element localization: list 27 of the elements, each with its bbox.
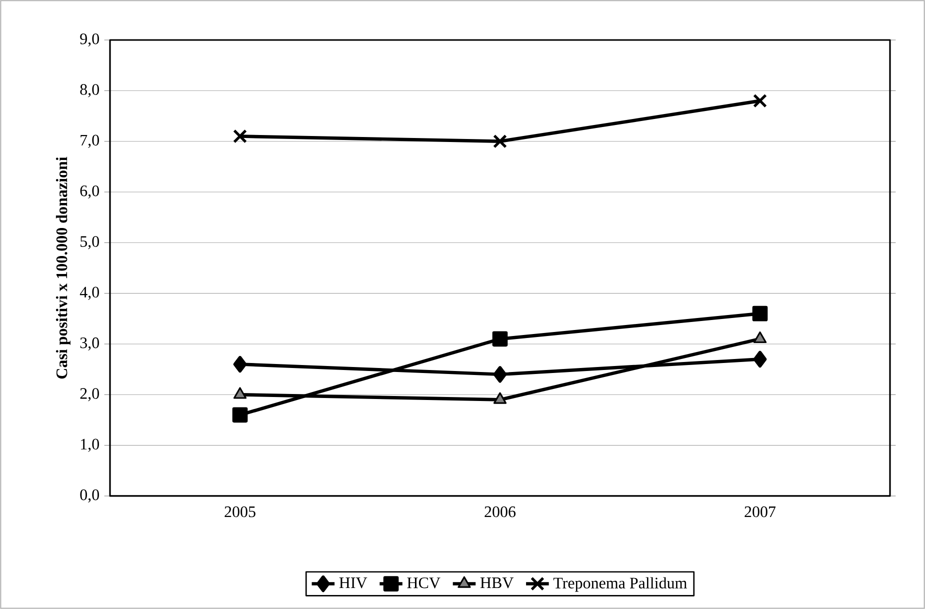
y-tick-label: 9,0 bbox=[80, 33, 99, 47]
y-tick-label: 7,0 bbox=[80, 134, 99, 148]
y-tick-label: 1,0 bbox=[81, 438, 99, 452]
point bbox=[753, 350, 767, 368]
legend-label: HIV bbox=[339, 578, 368, 588]
y-tick-label: 5,0 bbox=[80, 236, 99, 250]
point bbox=[232, 407, 248, 423]
point bbox=[753, 94, 767, 108]
legend-label: HCV bbox=[407, 577, 440, 588]
y-tick-label: 4,0 bbox=[80, 286, 99, 300]
y-tick-label: 8,0 bbox=[80, 84, 99, 98]
x-tick-label: 2006 bbox=[484, 506, 516, 518]
y-tick-label: 0,0 bbox=[80, 489, 99, 503]
point bbox=[492, 331, 508, 347]
legend-label: HBV bbox=[480, 578, 514, 588]
x-tick-label: 2007 bbox=[744, 506, 776, 518]
point bbox=[233, 129, 247, 144]
point bbox=[493, 366, 507, 383]
point bbox=[752, 306, 768, 322]
legend-label: Treponema Pallidum bbox=[553, 577, 687, 592]
y-axis-title: Casi positivi x 100.000 donazioni bbox=[56, 156, 70, 379]
y-tick-label: 6,0 bbox=[80, 185, 99, 199]
y-tick-label: 2,0 bbox=[80, 388, 99, 402]
y-tick-label: 3,0 bbox=[80, 337, 99, 351]
point bbox=[233, 356, 247, 373]
x-tick-label: 2005 bbox=[224, 506, 256, 518]
point bbox=[493, 134, 507, 148]
